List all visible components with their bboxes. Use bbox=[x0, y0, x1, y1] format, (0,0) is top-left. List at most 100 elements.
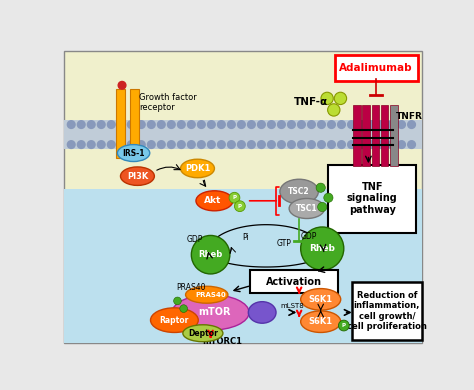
FancyBboxPatch shape bbox=[352, 282, 422, 340]
Ellipse shape bbox=[301, 289, 341, 310]
Text: TNF
signaling
pathway: TNF signaling pathway bbox=[347, 182, 398, 215]
Text: TNF-α: TNF-α bbox=[293, 97, 328, 107]
Circle shape bbox=[388, 141, 395, 149]
Circle shape bbox=[97, 141, 105, 149]
Circle shape bbox=[368, 141, 375, 149]
Circle shape bbox=[337, 121, 346, 128]
Circle shape bbox=[318, 141, 325, 149]
Text: GDP: GDP bbox=[187, 235, 203, 244]
Circle shape bbox=[257, 141, 265, 149]
Circle shape bbox=[288, 141, 295, 149]
Text: P: P bbox=[342, 323, 346, 328]
Circle shape bbox=[408, 121, 415, 128]
Text: Raptor: Raptor bbox=[160, 316, 189, 324]
Ellipse shape bbox=[118, 145, 150, 161]
Circle shape bbox=[316, 183, 325, 192]
Ellipse shape bbox=[185, 286, 228, 303]
Circle shape bbox=[167, 121, 175, 128]
Text: Pi: Pi bbox=[242, 233, 248, 242]
Text: P: P bbox=[232, 195, 237, 200]
FancyBboxPatch shape bbox=[250, 270, 337, 293]
Circle shape bbox=[378, 121, 385, 128]
Circle shape bbox=[137, 121, 145, 128]
Text: PI3K: PI3K bbox=[127, 172, 148, 181]
FancyBboxPatch shape bbox=[328, 165, 416, 233]
Circle shape bbox=[118, 141, 125, 149]
Circle shape bbox=[218, 141, 225, 149]
Ellipse shape bbox=[181, 159, 214, 178]
Circle shape bbox=[235, 201, 245, 212]
Text: TNFR: TNFR bbox=[395, 112, 422, 121]
Circle shape bbox=[347, 141, 356, 149]
Text: Akt: Akt bbox=[204, 196, 221, 205]
Text: P: P bbox=[238, 204, 242, 209]
FancyBboxPatch shape bbox=[64, 51, 421, 343]
Ellipse shape bbox=[120, 167, 155, 185]
Circle shape bbox=[77, 121, 85, 128]
Text: Rheb: Rheb bbox=[199, 250, 223, 259]
Ellipse shape bbox=[301, 311, 341, 332]
Circle shape bbox=[118, 82, 126, 89]
Text: TSC2: TSC2 bbox=[288, 187, 310, 196]
Circle shape bbox=[208, 121, 215, 128]
Circle shape bbox=[137, 141, 145, 149]
Circle shape bbox=[247, 141, 255, 149]
Circle shape bbox=[208, 141, 215, 149]
Circle shape bbox=[167, 141, 175, 149]
Circle shape bbox=[398, 141, 405, 149]
Circle shape bbox=[118, 121, 125, 128]
Ellipse shape bbox=[289, 199, 325, 218]
Circle shape bbox=[108, 121, 115, 128]
Circle shape bbox=[177, 141, 185, 149]
Ellipse shape bbox=[172, 295, 249, 330]
FancyBboxPatch shape bbox=[64, 189, 421, 343]
Circle shape bbox=[267, 121, 275, 128]
Circle shape bbox=[388, 121, 395, 128]
Circle shape bbox=[257, 121, 265, 128]
Text: Adalimumab: Adalimumab bbox=[339, 62, 413, 73]
Circle shape bbox=[267, 141, 275, 149]
Text: Deptor: Deptor bbox=[188, 329, 218, 338]
Text: TSC1: TSC1 bbox=[296, 204, 318, 213]
FancyBboxPatch shape bbox=[130, 89, 139, 158]
Circle shape bbox=[308, 141, 315, 149]
Circle shape bbox=[67, 141, 75, 149]
Circle shape bbox=[128, 121, 135, 128]
Ellipse shape bbox=[248, 302, 276, 323]
Circle shape bbox=[147, 141, 155, 149]
Circle shape bbox=[228, 141, 235, 149]
Circle shape bbox=[378, 141, 385, 149]
Circle shape bbox=[298, 121, 305, 128]
Circle shape bbox=[108, 141, 115, 149]
Circle shape bbox=[347, 121, 356, 128]
FancyBboxPatch shape bbox=[116, 89, 125, 158]
Circle shape bbox=[237, 121, 245, 128]
Circle shape bbox=[318, 121, 325, 128]
Circle shape bbox=[247, 121, 255, 128]
Circle shape bbox=[321, 92, 333, 105]
Circle shape bbox=[228, 121, 235, 128]
Circle shape bbox=[338, 320, 349, 331]
Circle shape bbox=[188, 141, 195, 149]
Text: Growth factor
receptor: Growth factor receptor bbox=[139, 93, 197, 112]
FancyBboxPatch shape bbox=[372, 105, 379, 166]
Ellipse shape bbox=[183, 325, 223, 342]
Text: PDK1: PDK1 bbox=[185, 164, 210, 173]
Circle shape bbox=[237, 141, 245, 149]
Circle shape bbox=[147, 121, 155, 128]
Circle shape bbox=[177, 121, 185, 128]
Circle shape bbox=[337, 141, 346, 149]
Text: IRS-1: IRS-1 bbox=[122, 149, 145, 158]
Circle shape bbox=[278, 141, 285, 149]
Circle shape bbox=[328, 141, 335, 149]
Circle shape bbox=[328, 104, 340, 116]
Ellipse shape bbox=[196, 191, 233, 211]
Ellipse shape bbox=[280, 179, 319, 204]
FancyBboxPatch shape bbox=[390, 105, 398, 166]
Text: PRAS40: PRAS40 bbox=[195, 292, 226, 298]
FancyBboxPatch shape bbox=[362, 105, 370, 166]
Text: S6K1: S6K1 bbox=[309, 317, 333, 326]
Circle shape bbox=[97, 121, 105, 128]
Circle shape bbox=[298, 141, 305, 149]
Circle shape bbox=[229, 192, 240, 203]
